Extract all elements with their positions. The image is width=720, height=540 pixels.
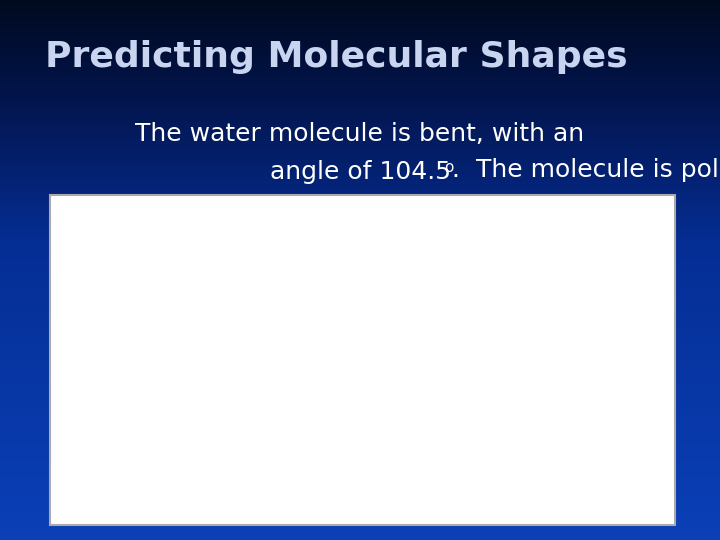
Text: −: −: [328, 206, 341, 220]
Text: O: O: [602, 351, 614, 365]
Text: $2\delta^-$: $2\delta^-$: [260, 350, 287, 363]
Ellipse shape: [113, 396, 157, 437]
Text: Δ−: Δ−: [486, 350, 505, 363]
Text: (b): (b): [351, 498, 369, 511]
Text: $\delta^+$: $\delta^+$: [93, 259, 112, 275]
Text: Δ+: Δ+: [328, 350, 347, 363]
Ellipse shape: [351, 291, 385, 323]
Text: (c): (c): [528, 498, 545, 511]
Circle shape: [501, 199, 529, 227]
Circle shape: [321, 199, 349, 227]
Text: H: H: [566, 301, 576, 314]
Text: Predicting Molecular Shapes: Predicting Molecular Shapes: [45, 40, 628, 74]
Text: The water molecule is bent, with an: The water molecule is bent, with an: [135, 122, 585, 146]
Ellipse shape: [554, 292, 588, 324]
Text: $\delta^+$: $\delta^+$: [93, 435, 112, 451]
Ellipse shape: [120, 284, 136, 296]
Ellipse shape: [164, 323, 236, 391]
Text: H: H: [130, 410, 140, 423]
Text: o: o: [444, 160, 454, 175]
Ellipse shape: [391, 329, 449, 384]
Ellipse shape: [400, 339, 420, 355]
Ellipse shape: [113, 276, 157, 318]
Ellipse shape: [172, 332, 200, 354]
Text: +: +: [508, 206, 521, 220]
Ellipse shape: [586, 338, 604, 352]
Text: angle of 104.5: angle of 104.5: [269, 160, 451, 184]
Text: O: O: [194, 350, 206, 364]
Ellipse shape: [554, 389, 588, 421]
Text: H: H: [566, 399, 576, 411]
Ellipse shape: [351, 390, 385, 423]
Ellipse shape: [120, 404, 136, 416]
Text: .  The molecule is polar.: . The molecule is polar.: [452, 158, 720, 182]
Text: (a): (a): [73, 498, 91, 511]
Ellipse shape: [582, 333, 634, 383]
Text: H: H: [130, 291, 140, 303]
